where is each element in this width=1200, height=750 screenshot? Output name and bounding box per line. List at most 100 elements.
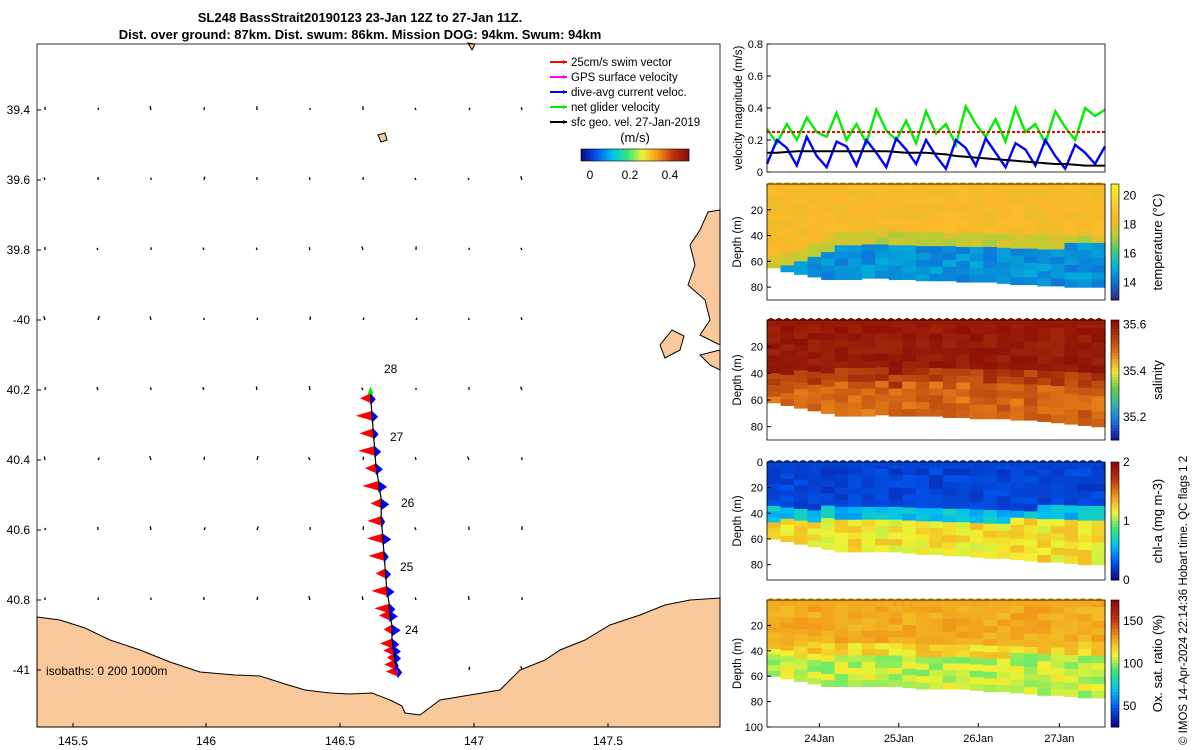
heatmap-cell (1064, 498, 1079, 507)
heatmap-cell (780, 202, 795, 210)
heatmap-cell (780, 673, 795, 680)
heatmap-cell (942, 631, 957, 639)
heatmap-cell (780, 234, 795, 241)
heatmap-cell (1077, 549, 1093, 558)
heatmap-cell (888, 190, 903, 199)
colorbar-label: Ox. sat. ratio (%) (1150, 615, 1165, 713)
heatmap-cell (915, 488, 930, 496)
heatmap-cell (1023, 270, 1038, 278)
heatmap-cell (888, 252, 903, 260)
heatmap-cell (875, 224, 890, 232)
heatmap-cell (807, 516, 822, 524)
heatmap-cell (848, 381, 863, 390)
colorbar-cell (1111, 600, 1119, 604)
geo-velocity-arrow (149, 455, 152, 461)
heatmap-cell (929, 644, 944, 652)
heatmap-cell (861, 347, 876, 355)
heatmap-cell (1064, 620, 1079, 629)
heatmap-cell (902, 238, 917, 246)
heatmap-cell (1064, 191, 1079, 200)
surface-dot (1071, 460, 1079, 468)
colorbar-cell (687, 149, 690, 161)
heatmap-cell (1023, 320, 1038, 328)
surface-dot (1023, 598, 1031, 606)
colorbar-cell (1111, 344, 1119, 348)
heatmap-cell (956, 190, 971, 199)
heatmap-cell (1023, 341, 1038, 350)
heatmap-cell (996, 247, 1011, 256)
surface-dot (783, 460, 791, 468)
heatmap-cell (1064, 541, 1079, 550)
colorbar-cell (1111, 720, 1119, 725)
colorbar-cell (605, 149, 608, 161)
colorbar-cell (677, 149, 680, 161)
heatmap-cell (1091, 535, 1106, 544)
heatmap-cell (807, 522, 822, 530)
heatmap-cell (861, 190, 876, 199)
colorbar-cell (1111, 488, 1119, 492)
heatmap-cell (767, 213, 782, 221)
heatmap-cell (1064, 416, 1079, 425)
heatmap-cell (983, 645, 998, 653)
heatmap-cell (1050, 400, 1066, 409)
map-x-tick-label: 146.5 (325, 734, 355, 748)
heatmap-cell (848, 649, 863, 657)
heatmap-cell (915, 650, 930, 658)
heatmap-cell (915, 340, 930, 349)
colorbar-cell (641, 149, 644, 161)
heatmap-cell (848, 661, 863, 669)
heatmap-cell (875, 257, 890, 266)
heatmap-cell (807, 391, 822, 399)
heatmap-cell (942, 368, 957, 377)
heatmap-cell (956, 333, 971, 342)
heatmap-cell (861, 224, 876, 232)
heatmap-cell (861, 667, 876, 675)
heatmap-y-tick-label: 100 (745, 722, 763, 734)
heatmap-cell (888, 649, 903, 657)
heatmap-cell (848, 258, 863, 267)
surface-dot (951, 598, 959, 606)
colorbar-cell (1111, 701, 1119, 706)
heatmap-cell (1023, 539, 1038, 548)
heatmap-cell (821, 326, 836, 334)
heatmap-cell (875, 487, 890, 495)
heatmap-cell (996, 523, 1011, 532)
surface-dot (1015, 460, 1023, 468)
heatmap-cell (1023, 219, 1038, 228)
geo-velocity-arrow (202, 247, 205, 251)
heatmap-cell (780, 501, 795, 509)
geo-velocity-arrow (468, 107, 471, 111)
geo-velocity-arrow (202, 386, 205, 391)
surface-dot (815, 182, 823, 190)
heatmap-cell (767, 384, 782, 392)
heatmap-cell (834, 468, 849, 476)
colorbar-cell (599, 149, 602, 161)
heatmap-cell (794, 382, 809, 390)
heatmap-cell (915, 475, 930, 483)
surface-dot (799, 318, 807, 326)
heatmap-cell (915, 361, 930, 369)
surface-dot (863, 182, 871, 190)
colorbar-cell (1111, 638, 1119, 642)
colorbar-cell (1111, 425, 1119, 429)
heatmap-cell (956, 548, 971, 557)
surface-dot (815, 318, 823, 326)
colorbar-cell (1111, 210, 1119, 214)
heatmap-cell (807, 217, 822, 225)
small-island (699, 349, 721, 371)
heatmap-cell (956, 218, 971, 227)
heatmap-cell (807, 256, 822, 265)
heatmap-cell (929, 218, 944, 227)
heatmap-y-tick-label: 40 (751, 646, 763, 658)
heatmap-cell (821, 197, 836, 206)
heatmap-cell (1037, 213, 1052, 221)
heatmap-cell (794, 267, 809, 275)
geo-velocity-arrow (414, 456, 417, 461)
heatmap-cell (1037, 547, 1052, 556)
heatmap-cell (1050, 327, 1066, 336)
heatmap-cell (1050, 620, 1066, 628)
heatmap-cell (1064, 265, 1079, 273)
heatmap-cell (1077, 491, 1093, 500)
heatmap-cell (834, 519, 849, 527)
heatmap-cell (1064, 534, 1079, 543)
